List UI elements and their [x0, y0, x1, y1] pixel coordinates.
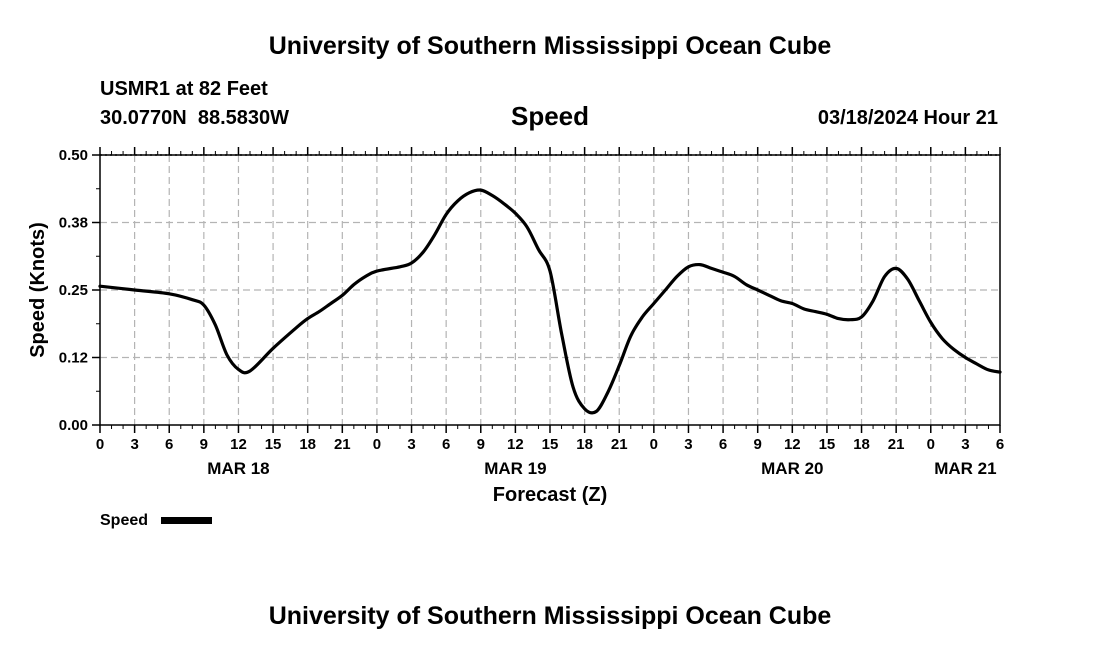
legend-swatch: [161, 517, 212, 524]
x-tick-label: 6: [442, 436, 450, 453]
x-tick-label: 12: [230, 436, 247, 453]
day-label: MAR 20: [761, 459, 823, 478]
x-tick-label: 6: [719, 436, 727, 453]
y-tick-label: 0.00: [59, 417, 88, 434]
x-tick-label: 9: [477, 436, 485, 453]
x-tick-label: 18: [853, 436, 870, 453]
x-tick-label: 18: [576, 436, 593, 453]
series-line-speed: [98, 188, 1002, 415]
x-tick-label: 6: [996, 436, 1004, 453]
y-axis: 0.00 0.12 0.25 0.38 0.50: [59, 147, 100, 434]
location-label: 30.0770N 88.5830W: [100, 107, 289, 129]
y-tick-label: 0.38: [59, 215, 88, 232]
legend-label: Speed: [100, 512, 148, 529]
x-tick-label: 0: [373, 436, 381, 453]
x-tick-label: 6: [165, 436, 173, 453]
chart-subtitle: Speed: [511, 101, 589, 131]
legend: Speed: [100, 512, 212, 529]
x-tick-label: 21: [611, 436, 628, 453]
x-tick-label: 21: [888, 436, 905, 453]
chart-title: University of Southern Mississippi Ocean…: [269, 32, 832, 60]
x-tick-label: 3: [130, 436, 138, 453]
y-tick-label: 0.25: [59, 282, 88, 299]
x-tick-label: 12: [507, 436, 524, 453]
x-tick-label: 9: [200, 436, 208, 453]
x-tick-label: 3: [684, 436, 692, 453]
x-axis-label: Forecast (Z): [493, 484, 607, 506]
x-tick-label: 9: [754, 436, 762, 453]
x-tick-label: 0: [96, 436, 104, 453]
x-tick-label: 21: [334, 436, 351, 453]
x-tick-label: 0: [650, 436, 658, 453]
x-tick-label: 12: [784, 436, 801, 453]
day-label: MAR 21: [934, 459, 996, 478]
x-axis: 0 3 6 9 12 15 18 21 0 3 6 9 12 15 18 21 0 3 6 9 12 15 18 21 0 3 6: [96, 147, 1004, 453]
day-label: MAR 18: [207, 459, 269, 478]
footer-title: University of Southern Mississippi Ocean…: [269, 602, 832, 630]
x-tick-label: 3: [407, 436, 415, 453]
day-labels: MAR 18 MAR 19 MAR 20 MAR 21: [207, 459, 996, 478]
datetime-label: 03/18/2024 Hour 21: [818, 107, 998, 129]
x-tick-label: 0: [927, 436, 935, 453]
x-tick-label: 3: [961, 436, 969, 453]
y-axis-label: Speed (Knots): [27, 222, 49, 358]
x-tick-label: 15: [819, 436, 836, 453]
grid-lines: [100, 154, 1000, 425]
day-label: MAR 19: [484, 459, 546, 478]
y-tick-label: 0.12: [59, 350, 88, 367]
x-tick-label: 15: [542, 436, 559, 453]
x-tick-label: 18: [299, 436, 316, 453]
y-tick-label: 0.50: [59, 147, 88, 164]
station-label: USMR1 at 82 Feet: [100, 78, 268, 100]
x-tick-label: 15: [265, 436, 282, 453]
